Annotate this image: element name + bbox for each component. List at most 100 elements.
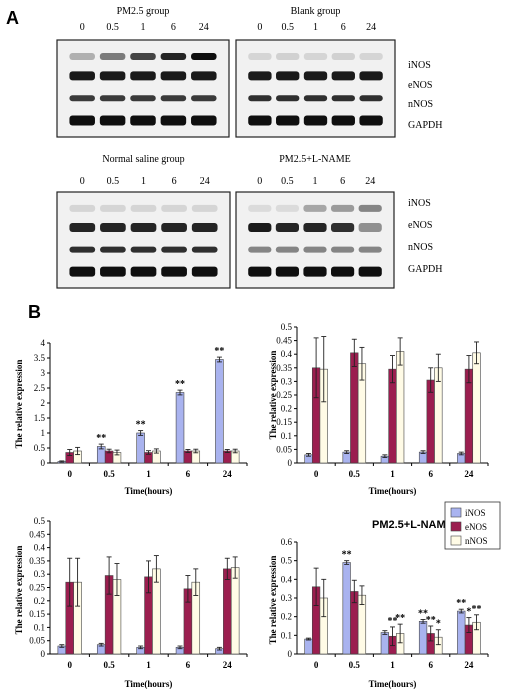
x-tick-label: 1 — [146, 660, 151, 670]
blot-time-label: 24 — [365, 176, 375, 187]
band-label: iNOS — [408, 198, 431, 209]
significance-marker: ** — [472, 604, 482, 615]
blot-band — [130, 71, 156, 81]
blot-band — [276, 95, 300, 102]
bar — [342, 562, 351, 655]
blot-time-label: 1 — [141, 22, 146, 33]
x-tick-label: 6 — [186, 469, 191, 479]
blot-band — [161, 223, 187, 233]
x-axis-label: Time(hours) — [369, 486, 417, 496]
blot-band — [331, 204, 355, 212]
y-tick-label: 0.35 — [276, 363, 292, 373]
blot-band — [191, 95, 217, 102]
bar — [472, 352, 481, 464]
y-tick-label: 1.5 — [34, 413, 46, 423]
blot-band — [248, 95, 272, 102]
blot-band — [69, 52, 95, 60]
blot-band — [130, 266, 157, 277]
blot-band — [359, 115, 383, 126]
blot-band — [358, 223, 382, 233]
significance-marker: ** — [136, 420, 146, 431]
blot-band — [191, 223, 218, 233]
blot-time-label: 24 — [200, 176, 210, 187]
blot-band — [303, 52, 328, 60]
y-tick-label: 0.2 — [281, 612, 292, 622]
x-tick-label: 0 — [314, 469, 319, 479]
y-tick-label: 0.4 — [34, 543, 46, 553]
x-tick-label: 0 — [67, 660, 72, 670]
blot-band — [358, 204, 382, 212]
bar — [136, 432, 145, 464]
band-label: eNOS — [408, 220, 432, 231]
y-tick-label: 0.4 — [281, 574, 293, 584]
blot-band — [99, 71, 126, 81]
blot-band — [331, 95, 355, 102]
blot-band — [303, 115, 328, 126]
chart-3: 0 0.05 0.1 0.15 0.2 0.25 0.3 0.35 0.4 0.45 0.5 The … — [14, 516, 248, 689]
bar — [418, 621, 428, 655]
y-tick-label: 0.45 — [29, 529, 45, 539]
y-axis-label: The relative expression — [14, 546, 24, 635]
blot-time-label: 0.5 — [281, 22, 294, 33]
blot-band — [275, 266, 299, 277]
blot-time-label: 24 — [366, 22, 376, 33]
blot-band — [248, 204, 272, 212]
y-tick-label: 0.45 — [276, 336, 292, 346]
y-axis-label: The relative expression — [268, 556, 278, 645]
y-tick-label: 0.1 — [34, 622, 45, 632]
legend: iNOS eNOS nNOS — [444, 501, 501, 550]
x-tick-label: 6 — [186, 660, 191, 670]
blot-band — [331, 115, 355, 126]
blot-band — [100, 204, 126, 212]
y-tick-label: 0.25 — [29, 583, 45, 593]
x-tick-label: 0.5 — [349, 660, 361, 670]
legend-label: nNOS — [465, 536, 488, 546]
x-tick-label: 1 — [146, 469, 151, 479]
significance-marker: ** — [456, 598, 466, 609]
y-tick-label: 0.25 — [276, 390, 292, 400]
blot-band — [191, 266, 218, 277]
blot-band — [248, 71, 272, 81]
bar — [175, 392, 185, 464]
blot-band — [161, 266, 187, 277]
significance-marker: ** — [96, 433, 106, 444]
y-tick-label: 2 — [41, 398, 46, 408]
blot-time-label: 24 — [199, 22, 209, 33]
blot-time-label: 6 — [171, 22, 176, 33]
blot-band — [303, 71, 328, 81]
blot-band — [358, 266, 382, 277]
significance-marker: * — [466, 607, 471, 618]
legend-swatch — [450, 535, 462, 546]
band-label: GAPDH — [408, 264, 442, 275]
y-tick-label: 0 — [288, 458, 293, 468]
blot-time-label: 6 — [172, 176, 177, 187]
band-label: GAPDH — [408, 120, 442, 131]
blot-time-label: 0.5 — [281, 176, 294, 187]
blot-band — [130, 52, 156, 60]
bar — [464, 368, 474, 464]
significance-marker: ** — [395, 613, 405, 624]
bar — [396, 351, 405, 464]
blot-band — [160, 52, 187, 60]
y-tick-label: 0.05 — [276, 444, 292, 454]
x-tick-label: 0.5 — [103, 660, 115, 670]
panel-a-label: A — [6, 8, 19, 28]
blot-band — [331, 52, 355, 60]
band-label: eNOS — [408, 80, 432, 91]
blot-band — [248, 266, 272, 277]
blot-band — [275, 204, 299, 212]
x-tick-label: 0 — [314, 660, 319, 670]
y-tick-label: 0 — [41, 649, 46, 659]
y-axis-label: The relative expression — [14, 360, 24, 449]
legend-label: iNOS — [465, 508, 486, 518]
blot-band — [191, 52, 217, 60]
y-tick-label: 0.5 — [281, 556, 293, 566]
blot-time-label: 1 — [313, 22, 318, 33]
band-label: nNOS — [408, 242, 433, 253]
y-tick-label: 0.5 — [34, 443, 46, 453]
bar — [304, 638, 313, 655]
x-axis-label: Time(hours) — [125, 486, 173, 496]
y-tick-label: 4 — [41, 338, 46, 348]
blot-band — [331, 71, 355, 81]
